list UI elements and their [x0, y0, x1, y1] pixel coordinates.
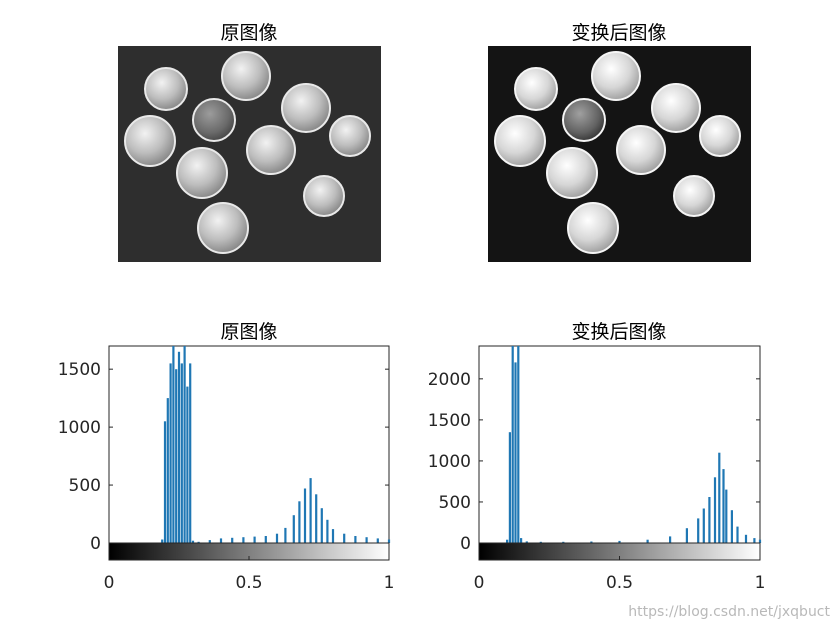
- histogram-bar: [702, 508, 705, 543]
- histogram-bar: [315, 494, 318, 543]
- histogram-bar: [753, 538, 756, 543]
- histogram-bar: [713, 477, 717, 543]
- histogram-bar: [183, 346, 186, 543]
- histogram-bar: [669, 536, 672, 543]
- histogram-bar: [758, 539, 762, 543]
- axes-frame-1: [478, 345, 761, 561]
- histogram-bar: [590, 541, 593, 543]
- histogram-bar: [562, 541, 565, 543]
- histogram-bar: [166, 398, 169, 543]
- y-tick-label: 500: [69, 476, 101, 496]
- histogram-bar: [718, 452, 721, 543]
- y-tick-label: 1000: [58, 418, 101, 438]
- histogram-bar: [219, 538, 223, 543]
- histogram-bar: [685, 528, 688, 543]
- histogram-bar: [646, 539, 649, 543]
- histogram-bar: [169, 363, 172, 543]
- histogram-bar: [191, 540, 195, 543]
- histogram-bar: [298, 501, 301, 543]
- histogram-bar: [508, 432, 511, 543]
- histogram-bar: [303, 488, 307, 543]
- histogram-bar: [354, 536, 357, 543]
- x-tick-label: 0: [104, 573, 115, 593]
- histogram-bar: [517, 346, 520, 543]
- histogram-bar: [725, 489, 728, 543]
- histogram-bar: [175, 369, 178, 543]
- histogram-bar: [172, 346, 175, 543]
- histogram-bar: [331, 529, 335, 543]
- histogram-bar: [343, 533, 346, 543]
- histogram-bar: [326, 519, 329, 543]
- transformed-coins-svg: [488, 46, 751, 262]
- histogram-bar: [275, 533, 279, 543]
- y-tick-label: 500: [439, 493, 471, 513]
- histogram-bar: [186, 386, 189, 543]
- histogram-bar: [365, 537, 368, 543]
- histogram-bar: [231, 537, 234, 543]
- bottom-left-title: 原图像: [220, 321, 278, 343]
- y-tick-label: 1500: [58, 360, 101, 380]
- histogram-bar: [264, 536, 267, 543]
- histogram-bar: [376, 538, 379, 543]
- x-tick-label: 0.5: [606, 573, 633, 593]
- histogram-bar: [189, 363, 192, 543]
- histogram-bar: [697, 518, 700, 543]
- y-tick-label: 2000: [428, 370, 471, 390]
- histogram-bar: [284, 527, 287, 543]
- histogram-bar: [618, 540, 621, 543]
- x-tick-label: 1: [384, 573, 395, 593]
- transformed-coins-image: [488, 46, 751, 262]
- top-left-title: 原图像: [220, 22, 278, 44]
- histogram-bar: [730, 510, 733, 543]
- histogram-bar: [708, 497, 711, 543]
- histogram-bar: [163, 421, 167, 543]
- histogram-bar: [744, 534, 748, 543]
- y-tick-label: 0: [460, 534, 471, 554]
- histogram-bar: [197, 541, 200, 543]
- histogram-bar: [539, 541, 542, 543]
- histogram-bar: [242, 537, 245, 543]
- y-tick-label: 1000: [428, 452, 471, 472]
- histogram-bar: [177, 351, 181, 543]
- histogram-bar: [387, 539, 391, 543]
- y-tick-label: 1500: [428, 411, 471, 431]
- axes-frame-0: [108, 345, 390, 561]
- watermark-text: https://blog.csdn.net/jxqbuct: [628, 604, 830, 620]
- y-tick-label: 0: [90, 534, 101, 554]
- histogram-bar: [180, 363, 183, 543]
- histogram-bar: [208, 540, 211, 543]
- histogram-bar: [511, 346, 514, 543]
- x-tick-label: 1: [755, 573, 766, 593]
- histogram-bar: [309, 478, 312, 543]
- histogram-bar: [514, 362, 517, 543]
- histogram-bar: [506, 539, 509, 543]
- x-tick-label: 0: [474, 573, 485, 593]
- original-coins-image: [118, 46, 381, 262]
- histogram-bar: [736, 526, 739, 543]
- original-coins-svg: [118, 46, 381, 262]
- histogram-bar: [161, 539, 164, 543]
- histogram-bar: [525, 541, 528, 543]
- histogram-bar: [292, 515, 295, 543]
- histogram-bar: [320, 508, 323, 543]
- histogram-bar: [253, 536, 256, 543]
- histogram-bar: [520, 538, 523, 543]
- histogram-bar: [722, 469, 725, 543]
- x-tick-label: 0.5: [235, 573, 262, 593]
- top-right-title: 变换后图像: [571, 22, 667, 44]
- bottom-right-title: 变换后图像: [571, 321, 667, 343]
